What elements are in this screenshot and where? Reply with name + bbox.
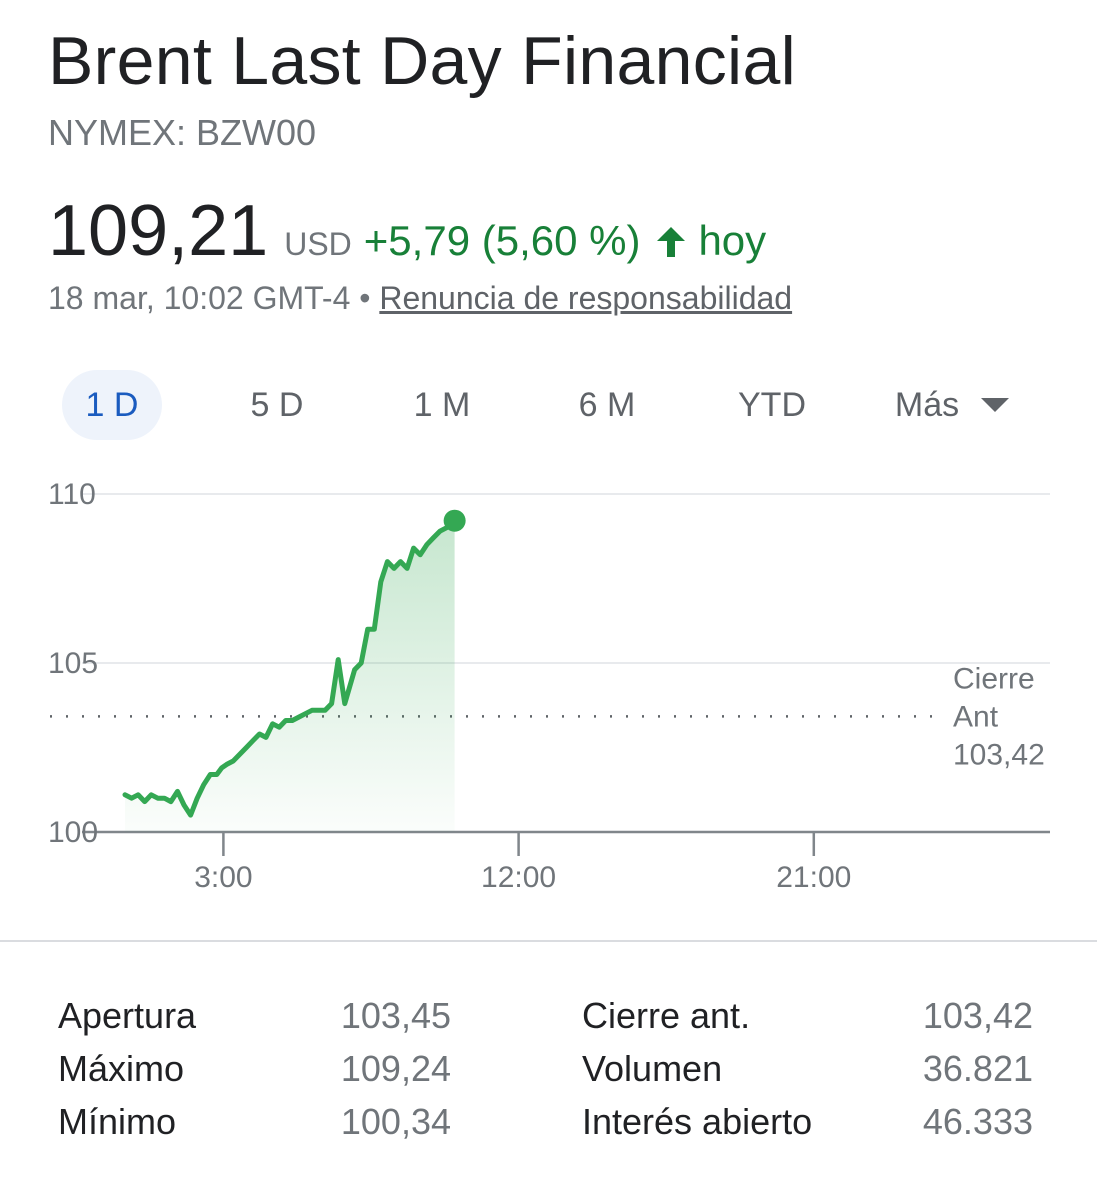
stat-row-prev-close: Cierre ant. 103,42: [582, 995, 1033, 1047]
price-change-value: +5,79 (5,60 %): [363, 217, 641, 264]
tab-label: 1 D: [85, 386, 139, 424]
price-area: [125, 520, 455, 832]
tab-more[interactable]: Más: [872, 370, 1032, 440]
tab-label: Más: [894, 386, 960, 424]
stat-row-low: Mínimo 100,34: [58, 1101, 451, 1153]
last-price-point[interactable]: [443, 509, 466, 532]
y-tick-label: 110: [48, 478, 96, 511]
stat-label: Máximo: [58, 1048, 185, 1089]
stat-label: Apertura: [58, 995, 197, 1036]
quote-timestamp: 18 mar, 10:02 GMT-4: [48, 280, 351, 316]
tab-ytd[interactable]: YTD: [722, 370, 822, 440]
tab-6m[interactable]: 6 M: [557, 370, 657, 440]
prev-close-label: Cierre Ant 103,42: [953, 662, 1045, 771]
tab-label: 1 M: [413, 386, 471, 424]
stat-label: Cierre ant.: [582, 995, 751, 1036]
section-divider: [0, 940, 1097, 942]
ticker-symbol: NYMEX: BZW00: [48, 112, 317, 153]
caret-down-icon: [981, 398, 1010, 412]
price-change-period: hoy: [698, 217, 767, 264]
price-chart[interactable]: 110 105 100 3:00 12:00 21:00 Cierre Ant 103,42: [0, 460, 1097, 900]
arrow-up-icon: [654, 221, 688, 269]
currency-label: USD: [284, 226, 352, 262]
stat-label: Interés abierto: [582, 1101, 813, 1142]
quote-row: 109,21 USD +5,79 (5,60 %) hoy: [48, 190, 766, 272]
prev-close-text: Ant: [953, 700, 999, 733]
stat-row-high: Máximo 109,24: [58, 1048, 451, 1100]
tab-label: 6 M: [578, 386, 636, 424]
stat-value: 103,45: [340, 995, 451, 1036]
stat-label: Volumen: [582, 1048, 723, 1089]
tab-label: YTD: [738, 386, 806, 424]
price-line: [122, 518, 458, 818]
stat-row-open: Apertura 103,45: [58, 995, 451, 1047]
y-tick-label: 100: [48, 816, 98, 849]
prev-close-text: 103,42: [953, 738, 1045, 771]
stat-row-open-interest: Interés abierto 46.333: [582, 1101, 1033, 1153]
tab-5d[interactable]: 5 D: [227, 370, 327, 440]
tab-label: 5 D: [250, 386, 304, 424]
tab-1d[interactable]: 1 D: [62, 370, 162, 440]
stat-label: Mínimo: [58, 1101, 177, 1142]
x-tick-label: 21:00: [776, 861, 851, 894]
current-price: 109,21: [48, 191, 269, 271]
prev-close-text: Cierre: [953, 662, 1035, 695]
range-tabs: 1 D 5 D 1 M 6 M YTD Más: [62, 370, 1052, 440]
stat-value: 46.333: [922, 1101, 1033, 1142]
x-tick-label: 3:00: [194, 861, 252, 894]
meta-separator: •: [359, 280, 371, 316]
price-change: +5,79 (5,60 %) hoy: [364, 217, 766, 265]
x-axis-ticks: 3:00 12:00 21:00: [194, 832, 851, 894]
page-title: Brent Last Day Financial: [48, 23, 796, 99]
quote-meta: 18 mar, 10:02 GMT-4 • Renuncia de respon…: [48, 280, 792, 317]
stat-value: 36.821: [922, 1048, 1033, 1089]
stat-value: 103,42: [922, 995, 1033, 1036]
stat-value: 109,24: [340, 1048, 451, 1089]
tab-1m[interactable]: 1 M: [392, 370, 492, 440]
y-tick-label: 105: [48, 647, 98, 680]
stat-row-volume: Volumen 36.821: [582, 1048, 1033, 1100]
disclaimer-link[interactable]: Renuncia de responsabilidad: [379, 280, 793, 316]
y-axis-ticks: 110 105 100: [48, 478, 98, 849]
x-tick-label: 12:00: [481, 861, 556, 894]
stat-value: 100,34: [340, 1101, 451, 1142]
